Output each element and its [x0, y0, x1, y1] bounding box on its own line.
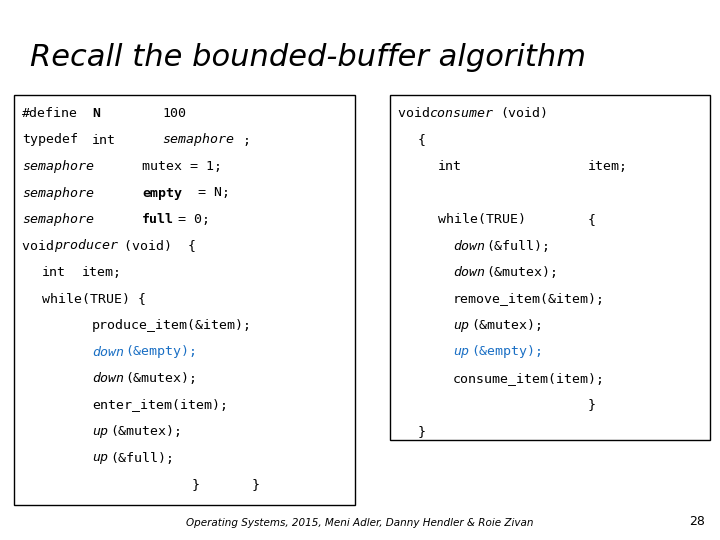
Text: {: { — [588, 213, 596, 226]
Text: down: down — [453, 240, 485, 253]
Text: typedef: typedef — [22, 133, 78, 146]
Text: Recall the bounded-buffer algorithm: Recall the bounded-buffer algorithm — [30, 44, 586, 72]
Text: down: down — [92, 346, 124, 359]
Text: }: } — [252, 478, 260, 491]
Text: enter_item(item);: enter_item(item); — [92, 399, 228, 411]
Text: up: up — [92, 425, 108, 438]
Text: (&mutex);: (&mutex); — [471, 319, 543, 332]
Text: item;: item; — [82, 266, 122, 279]
Text: }: } — [192, 478, 200, 491]
Text: full: full — [142, 213, 174, 226]
Text: void: void — [22, 240, 62, 253]
Text: = N;: = N; — [190, 186, 230, 199]
Text: (&empty);: (&empty); — [125, 346, 197, 359]
Text: producer: producer — [54, 240, 118, 253]
Text: (void)  {: (void) { — [124, 240, 196, 253]
Text: up: up — [453, 346, 469, 359]
Text: consume_item(item);: consume_item(item); — [453, 372, 605, 385]
Text: item;: item; — [588, 160, 628, 173]
Text: while(TRUE) {: while(TRUE) { — [42, 293, 146, 306]
Text: (&full);: (&full); — [486, 240, 550, 253]
Text: (void): (void) — [500, 107, 548, 120]
Text: {: { — [418, 133, 426, 146]
Text: down: down — [453, 266, 485, 279]
Text: remove_item(&item);: remove_item(&item); — [453, 293, 605, 306]
Text: int: int — [92, 133, 116, 146]
Text: semaphore: semaphore — [162, 133, 234, 146]
Text: semaphore: semaphore — [22, 213, 94, 226]
Text: consumer: consumer — [430, 107, 494, 120]
Text: (&empty);: (&empty); — [471, 346, 543, 359]
Text: up: up — [453, 319, 469, 332]
Text: }: } — [418, 425, 426, 438]
Text: produce_item(&item);: produce_item(&item); — [92, 319, 252, 332]
Text: (&mutex);: (&mutex); — [486, 266, 558, 279]
Bar — [14, 95, 355, 505]
Text: #define: #define — [22, 107, 78, 120]
Text: void: void — [398, 107, 438, 120]
Text: N: N — [92, 107, 100, 120]
Text: Operating Systems, 2015, Meni Adler, Danny Hendler & Roie Zivan: Operating Systems, 2015, Meni Adler, Dan… — [186, 518, 534, 528]
Text: empty: empty — [142, 186, 182, 199]
Text: down: down — [92, 372, 124, 385]
Text: (&full);: (&full); — [110, 451, 174, 464]
Text: int: int — [438, 160, 462, 173]
Text: 100: 100 — [162, 107, 186, 120]
Text: (&mutex);: (&mutex); — [125, 372, 197, 385]
Text: = 0;: = 0; — [170, 213, 210, 226]
Text: }: } — [588, 399, 596, 411]
Bar — [390, 95, 710, 440]
Text: semaphore: semaphore — [22, 186, 94, 199]
Text: (&mutex);: (&mutex); — [110, 425, 182, 438]
Text: while(TRUE): while(TRUE) — [438, 213, 526, 226]
Text: up: up — [92, 451, 108, 464]
Text: int: int — [42, 266, 66, 279]
Text: 28: 28 — [689, 515, 705, 528]
Text: mutex = 1;: mutex = 1; — [142, 160, 222, 173]
Text: ;: ; — [242, 133, 250, 146]
Text: semaphore: semaphore — [22, 160, 94, 173]
